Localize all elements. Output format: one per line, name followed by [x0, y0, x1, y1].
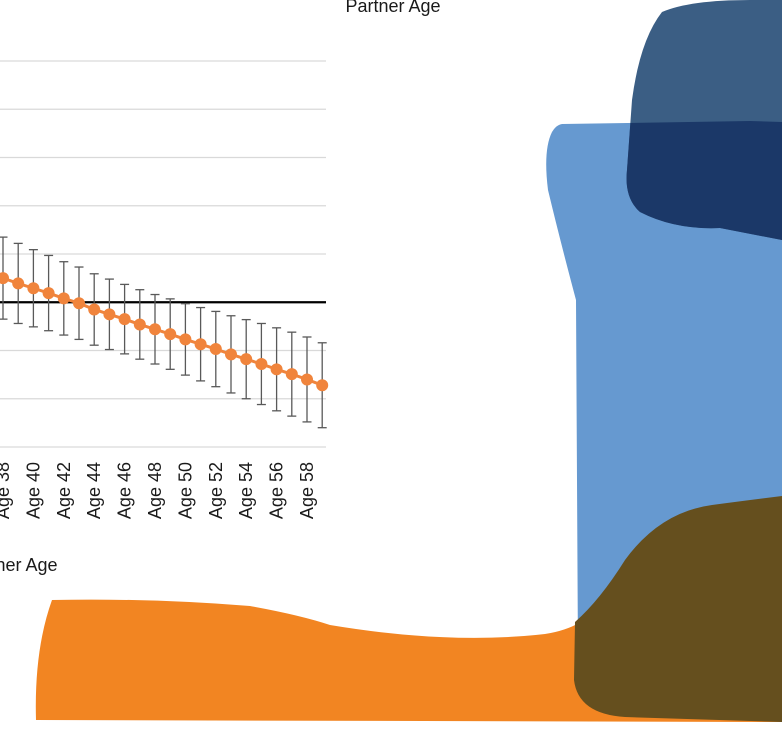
data-point — [301, 373, 313, 386]
series-line — [2, 276, 323, 387]
data-point — [0, 272, 9, 285]
data-point — [57, 292, 70, 305]
x-tick-label: Age 54 — [236, 462, 256, 519]
data-point — [255, 358, 268, 371]
x-tick-label: Age 50 — [175, 462, 195, 519]
x-tick-label: Age 58 — [297, 462, 317, 519]
data-point — [225, 348, 237, 361]
data-point — [164, 328, 177, 341]
x-tick-label: Age 52 — [206, 462, 226, 519]
data-point — [88, 303, 101, 316]
decorations — [35, 0, 782, 722]
x-axis-title: Partner Age — [0, 555, 58, 575]
data-point — [103, 308, 116, 321]
data-point — [270, 363, 283, 376]
plot-area: Age 38 Age 40 Age 42 Age 44 Age 46 Age 48 Age … — [0, 60, 329, 519]
x-tick-label: Age 44 — [84, 462, 104, 519]
data-point — [12, 277, 25, 290]
x-tick-label: Age 48 — [145, 462, 165, 519]
x-tick-label: Age 56 — [267, 462, 287, 519]
x-tick-label: Age 40 — [23, 462, 43, 519]
data-point — [42, 287, 55, 300]
data-point — [240, 353, 253, 366]
data-point — [149, 323, 161, 336]
data-point — [209, 343, 222, 356]
x-tick-label: Age 38 — [0, 462, 13, 519]
data-point — [194, 338, 207, 351]
header-title: Partner Age — [345, 0, 440, 16]
x-tick-label: Age 42 — [54, 462, 74, 519]
x-tick-label: Age 46 — [115, 462, 135, 519]
data-point — [179, 333, 192, 346]
blob-navy-overlap — [626, 121, 782, 240]
data-point — [133, 318, 146, 331]
data-point — [316, 379, 329, 392]
data-point — [118, 313, 131, 326]
data-point — [27, 282, 40, 295]
blob-olive — [574, 496, 782, 722]
data-point — [285, 368, 298, 381]
data-point — [73, 297, 85, 310]
